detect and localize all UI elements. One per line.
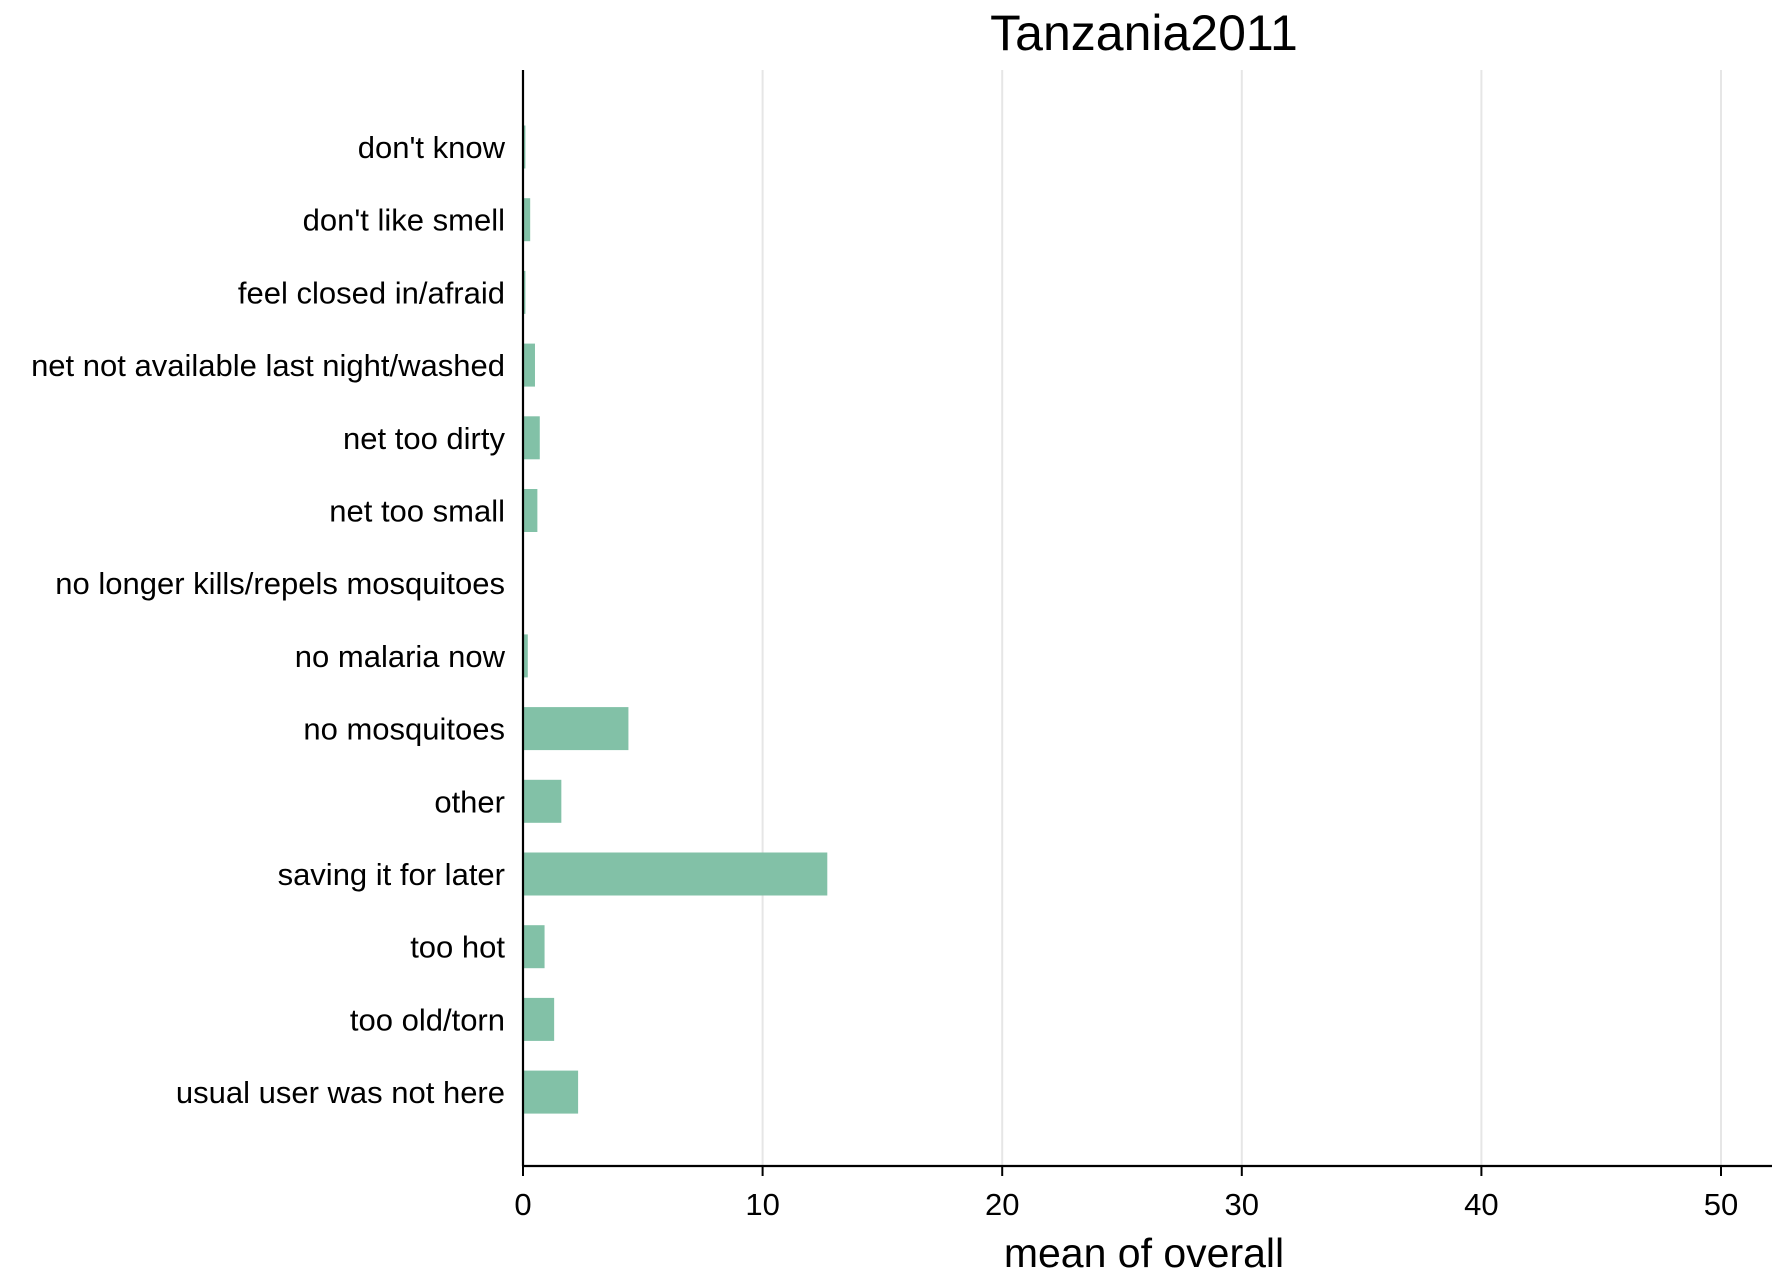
x-tick-label: 0 — [514, 1187, 531, 1222]
x-tick-label: 30 — [1225, 1187, 1259, 1222]
x-tick-label: 40 — [1464, 1187, 1498, 1222]
bar — [523, 270, 526, 314]
category-label: other — [434, 784, 505, 819]
category-label: no mosquitoes — [303, 712, 505, 747]
category-label: net not available last night/washed — [31, 348, 505, 383]
category-label: net too dirty — [343, 421, 505, 456]
category-label: usual user was not here — [176, 1075, 505, 1110]
x-tick-label: 20 — [985, 1187, 1019, 1222]
category-label: don't know — [358, 130, 506, 165]
category-label: too hot — [410, 930, 505, 965]
x-tick-layer: 0 10 20 30 40 50 — [514, 1166, 1738, 1222]
chart-title: Tanzania2011 — [990, 5, 1298, 61]
bar — [523, 489, 538, 532]
bar — [523, 997, 555, 1041]
bar — [523, 125, 526, 169]
bar — [523, 634, 528, 678]
axes-layer — [521, 70, 1772, 1168]
x-tick-label: 50 — [1704, 1187, 1738, 1222]
category-label: no malaria now — [295, 639, 506, 674]
bar — [523, 779, 562, 823]
bars-layer — [523, 125, 828, 1114]
category-label: saving it for later — [278, 857, 505, 892]
category-label: too old/torn — [350, 1002, 505, 1037]
category-label: no longer kills/repels mosquitoes — [55, 566, 505, 601]
category-label: don't like smell — [303, 203, 505, 238]
bar — [523, 1070, 579, 1114]
bar — [523, 416, 540, 460]
bar — [523, 852, 828, 896]
bar — [523, 343, 535, 387]
bar — [523, 198, 531, 242]
category-label-layer: don't know don't like smell feel closed in… — [31, 130, 506, 1110]
bar — [523, 707, 629, 751]
category-label: net too small — [329, 494, 505, 529]
x-tick-label: 10 — [745, 1187, 779, 1222]
bar — [523, 925, 545, 969]
x-axis-title: mean of overall — [1004, 1230, 1284, 1276]
category-label: feel closed in/afraid — [238, 275, 505, 310]
grid-layer — [761, 70, 1722, 1166]
